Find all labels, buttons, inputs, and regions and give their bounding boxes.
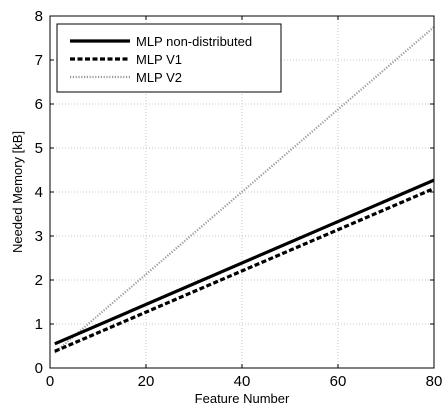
series-line-1 <box>54 187 435 353</box>
y-axis-label: Needed Memory [kB] <box>10 131 25 253</box>
y-tick-label: 3 <box>35 228 43 245</box>
x-tick-label: 80 <box>426 373 443 390</box>
x-tick-label: 60 <box>330 373 347 390</box>
series-line-2 <box>54 26 435 354</box>
x-axis-label: Feature Number <box>195 391 290 406</box>
y-tick-label: 5 <box>35 140 43 157</box>
y-tick-label: 7 <box>35 52 43 69</box>
series-line-0 <box>54 178 435 346</box>
y-tick-label: 1 <box>35 316 43 333</box>
y-tick-label: 4 <box>35 184 43 201</box>
y-tick-label: 0 <box>35 360 43 377</box>
legend-label-non-distributed: MLP non-distributed <box>136 34 252 49</box>
series-lines <box>54 26 435 354</box>
axis-ticks: 0 20 40 60 80 0 1 2 3 4 5 6 7 8 <box>35 8 443 390</box>
legend-label-v2: MLP V2 <box>136 70 182 85</box>
legend: MLP non-distributed MLP V1 MLP V2 <box>56 23 282 93</box>
x-tick-label: 20 <box>138 373 155 390</box>
y-tick-label: 8 <box>35 8 43 25</box>
y-tick-label: 6 <box>35 96 43 113</box>
legend-label-v1: MLP V1 <box>136 52 182 67</box>
x-tick-label: 0 <box>46 373 54 390</box>
x-tick-label: 40 <box>234 373 251 390</box>
y-tick-label: 2 <box>35 272 43 289</box>
